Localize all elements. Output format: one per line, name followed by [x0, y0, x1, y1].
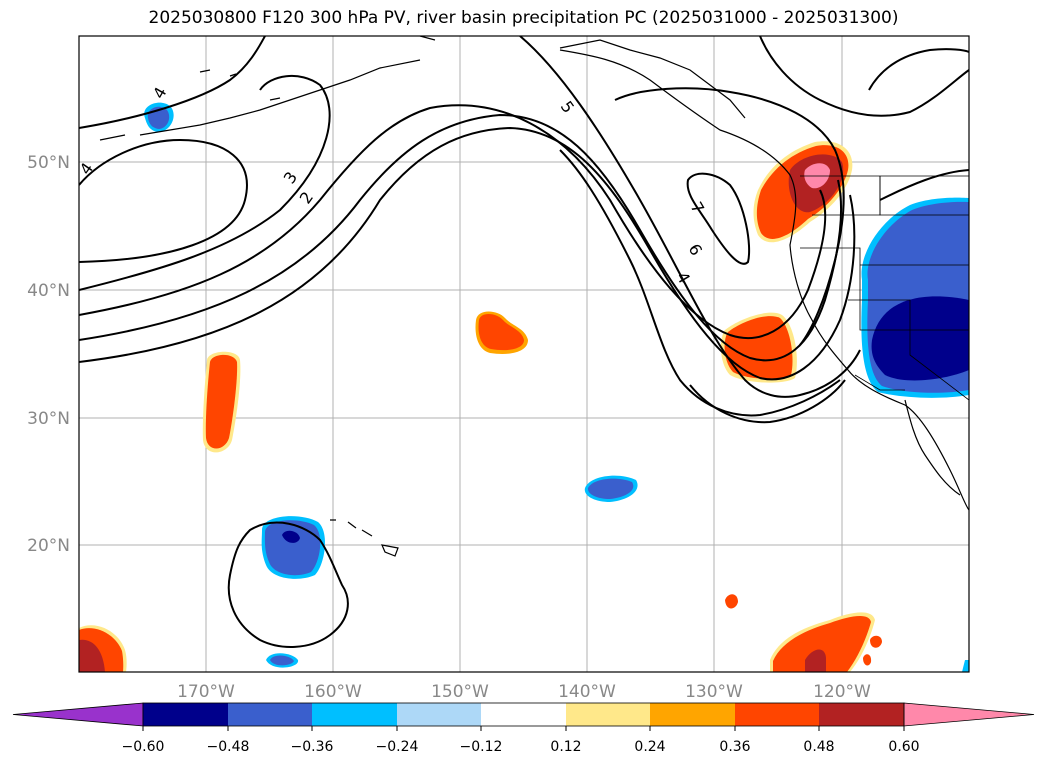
lon-label: 120°W [813, 682, 871, 702]
negative-anomaly-fills [144, 102, 969, 672]
colorbar-tick-label: 0.12 [550, 739, 581, 755]
colorbar-tick-label: −0.12 [460, 739, 503, 755]
colorbar-extend-high [903, 702, 1035, 727]
map-frame [78, 35, 970, 673]
colorbar-tick-label: 0.60 [888, 739, 919, 755]
coastlines [99, 36, 969, 557]
lon-label: 130°W [685, 682, 743, 702]
colorbar-tick-label: 0.24 [634, 739, 665, 755]
latitude-labels: 50°N 40°N 30°N 20°N [27, 153, 70, 556]
lon-label: 170°W [177, 682, 235, 702]
lon-label: 150°W [431, 682, 489, 702]
colorbar-tick-label: 0.36 [719, 739, 750, 755]
colorbar-tick-label: 0.48 [803, 739, 834, 755]
lat-label: 20°N [27, 536, 70, 556]
colorbar-extend-low [12, 702, 144, 727]
colorbar-cell [228, 703, 312, 726]
colorbar-cell [397, 703, 481, 726]
colorbar-cell [735, 703, 819, 726]
colorbar-cell [566, 703, 650, 726]
political-borders [800, 175, 969, 401]
pv-contours [79, 36, 969, 648]
longitude-labels: 170°W 160°W 150°W 140°W 130°W 120°W [177, 682, 871, 702]
lat-label: 50°N [27, 153, 70, 173]
lon-label: 140°W [558, 682, 616, 702]
colorbar-frame [142, 702, 905, 727]
colorbar-tick-label: −0.24 [376, 739, 419, 755]
colorbar-cell [650, 703, 735, 726]
colorbar-cell [143, 703, 228, 726]
colorbar-tick-label: −0.60 [122, 739, 165, 755]
colorbar-cell [312, 703, 397, 726]
colorbar-cell [481, 703, 566, 726]
chart-title: 2025030800 F120 300 hPa PV, river basin … [148, 8, 899, 28]
lon-label: 160°W [304, 682, 362, 702]
colorbar-tick-label: −0.48 [207, 739, 250, 755]
lat-label: 40°N [27, 281, 70, 301]
colorbar-tick-label: −0.36 [291, 739, 334, 755]
lat-label: 30°N [27, 409, 70, 429]
colorbar: −0.60 −0.48 −0.36 −0.24 −0.12 0.12 0.24 0.36 0.4… [12, 702, 1035, 755]
positive-anomaly-fills [79, 141, 882, 672]
colorbar-cell [819, 703, 904, 726]
